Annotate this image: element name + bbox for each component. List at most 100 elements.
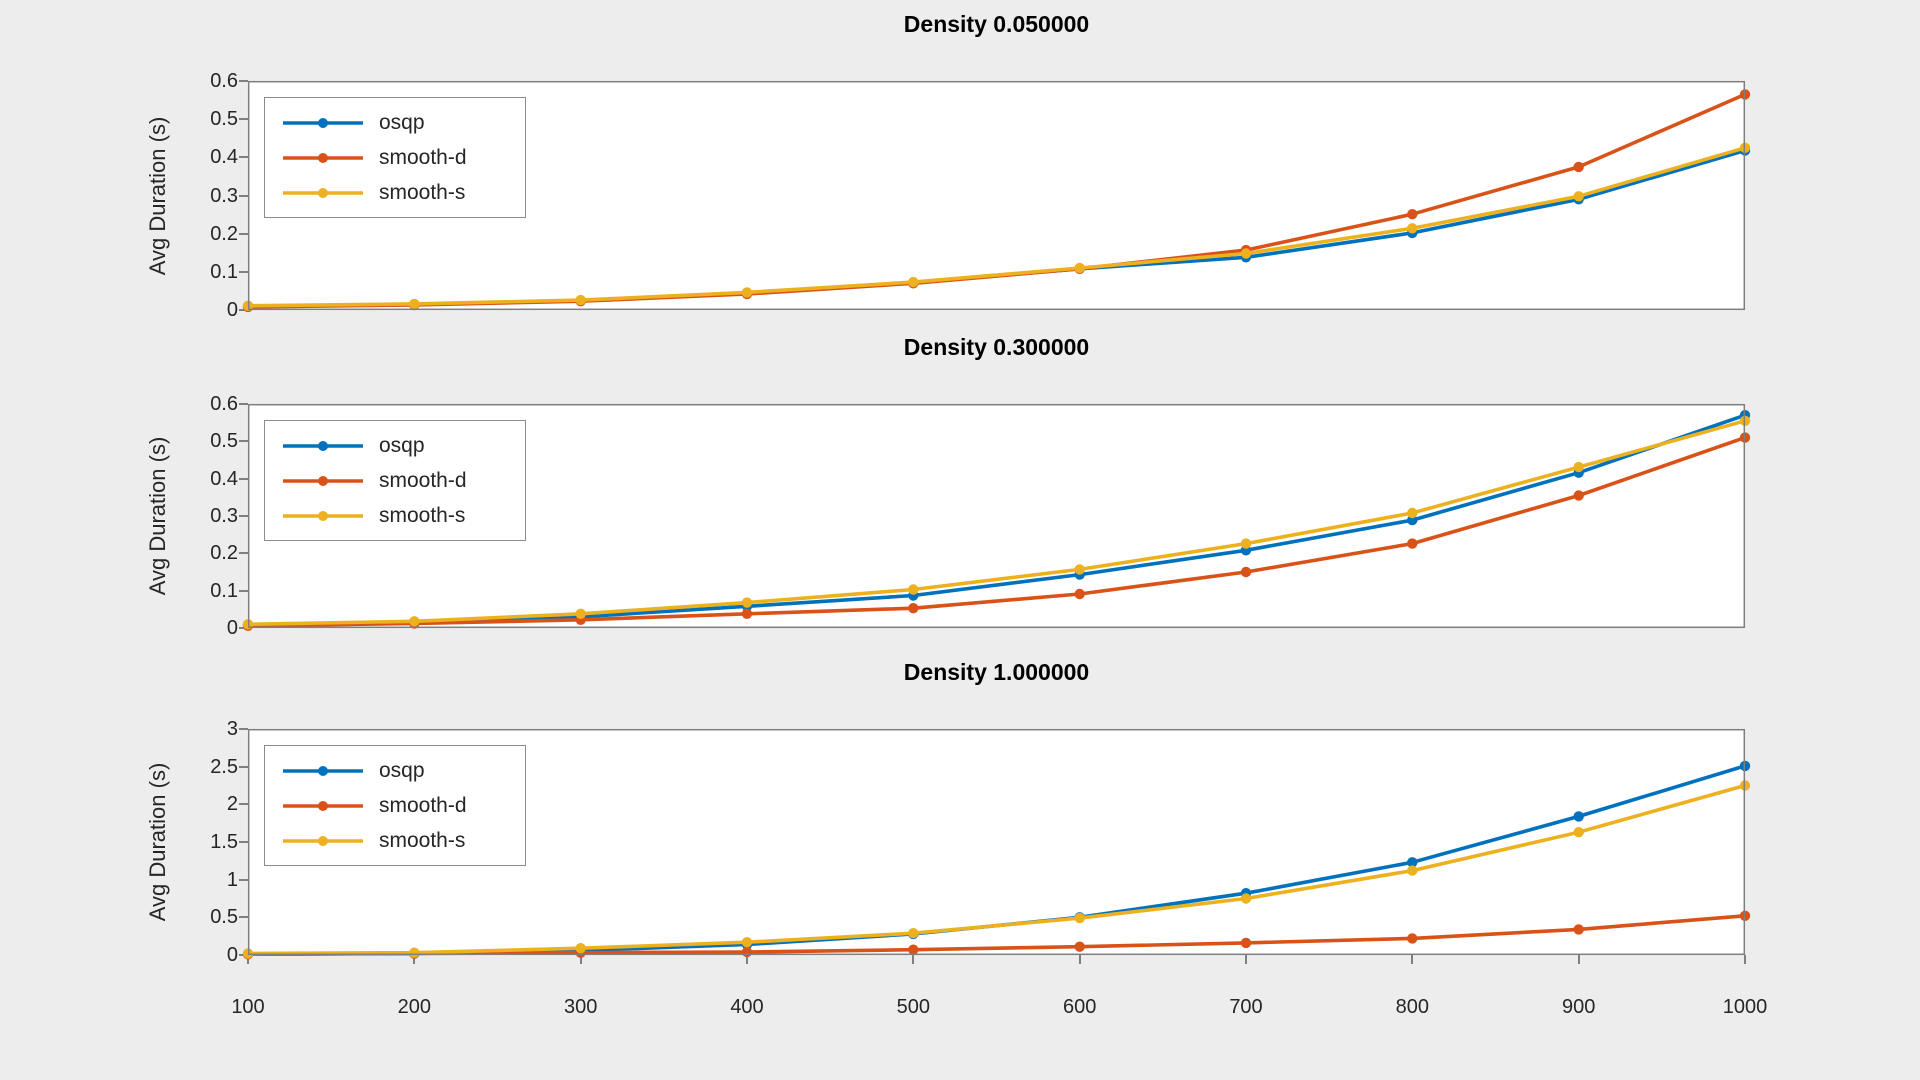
data-point-smooth-s [741,597,753,608]
legend-label: smooth-s [379,828,466,852]
series-line-smooth-d [247,914,1746,956]
y-tick-label: 0.3 [210,505,238,527]
x-tick-mark [1744,955,1746,964]
data-point-smooth-d [741,608,753,619]
data-point-smooth-s [575,608,586,619]
y-tick-mark [239,765,248,768]
data-point-smooth-s [1240,248,1252,259]
legend: osqp smooth-d smooth-s [264,420,526,541]
data-point-smooth-s [908,276,919,288]
data-point-smooth-s [575,294,586,306]
data-point-smooth-d [1407,933,1418,944]
chart-title: Density 0.300000 [903,334,1090,360]
data-point-smooth-s [409,616,420,627]
y-tick-mark [239,477,248,480]
data-point-osqp [1573,811,1584,822]
legend-entry-osqp: osqp [281,428,525,463]
y-tick-mark [239,80,248,82]
series-line-smooth-d [247,435,1746,628]
legend-label: osqp [379,110,425,134]
legend-entry-smooth-s: smooth-s [281,498,525,533]
x-tick-mark [413,955,416,964]
legend-swatch-osqp [283,440,363,451]
x-tick-mark [1411,955,1414,964]
legend-label: osqp [379,758,425,782]
legend-marker [318,440,328,451]
y-tick-mark [239,232,248,235]
data-point-smooth-s [1074,564,1085,575]
data-point-smooth-s [908,928,919,939]
y-tick-label: 3 [226,718,238,740]
legend-marker [318,835,328,846]
data-point-smooth-d [1240,937,1252,949]
y-tick-label: 1 [226,868,238,891]
data-point-smooth-d [1074,588,1085,600]
y-tick-mark [239,841,248,843]
data-point-smooth-d [1573,161,1584,173]
data-point-smooth-s [409,947,420,958]
x-tick-label: 400 [730,996,764,1018]
x-tick-mark [1577,955,1580,964]
x-tick-label: 200 [397,996,432,1018]
legend-swatch-smooth-s [283,510,363,521]
x-tick-label: 600 [1062,996,1097,1018]
legend-entry-smooth-d: smooth-d [281,463,525,498]
legend-swatch-smooth-s [283,187,363,198]
y-tick-label: 0.1 [210,260,238,283]
legend-entry-smooth-d: smooth-d [281,140,525,175]
y-tick-mark [239,728,248,730]
data-point-smooth-s [741,287,753,298]
data-point-smooth-d [1407,209,1418,220]
y-tick-label: 0.4 [210,146,238,169]
y-tick-mark [239,916,248,919]
data-point-smooth-d [908,603,919,614]
legend-marker [318,187,328,198]
y-tick-label: 0.4 [210,467,238,490]
axes-box [247,728,1746,956]
chart-title: Density 0.050000 [903,11,1090,37]
legend-swatch-osqp [283,117,363,128]
data-point-osqp [1407,857,1418,868]
y-tick-label: 0 [226,299,238,321]
legend-marker [318,475,328,486]
y-tick-label: 0.5 [210,108,238,131]
x-tick-label: 1000 [1722,996,1768,1018]
x-tick-mark [912,955,915,964]
y-tick-mark [239,552,248,555]
y-tick-mark [239,156,248,159]
legend-label: smooth-d [379,145,467,169]
data-point-smooth-d [908,944,919,955]
series-line-osqp [247,413,1746,627]
y-tick-label: 0 [226,617,238,639]
legend-entry-smooth-d: smooth-d [281,788,525,823]
data-point-smooth-s [1074,262,1085,274]
y-tick-mark [239,403,248,405]
x-tick-label: 900 [1561,996,1596,1018]
x-tick-label: 700 [1229,996,1263,1018]
legend-marker [318,765,328,776]
x-tick-mark [746,955,748,964]
chart-title: Density 1.000000 [903,659,1090,685]
y-tick-label: 0.1 [210,579,238,602]
y-tick-mark [239,309,248,311]
y-tick-label: 0.5 [210,906,238,929]
y-tick-label: 1.5 [210,831,238,853]
data-point-smooth-s [1573,461,1584,473]
legend-entry-smooth-s: smooth-s [281,823,525,858]
y-tick-label: 0.2 [210,542,238,565]
legend-swatch-smooth-d [283,475,363,486]
data-point-smooth-d [1240,566,1252,578]
x-tick-mark [1245,955,1247,964]
legend-swatch-osqp [283,765,363,776]
legend-entry-smooth-s: smooth-s [281,175,525,210]
legend-marker [318,510,328,521]
legend-marker [318,800,328,811]
x-tick-mark [1078,955,1081,964]
data-point-smooth-d [741,946,753,958]
y-tick-label: 0.2 [210,222,238,245]
x-tick-label: 500 [896,996,931,1018]
legend-label: osqp [379,433,425,457]
y-tick-label: 0.6 [210,393,238,415]
data-point-smooth-s [575,943,586,954]
legend: osqp smooth-d smooth-s [264,745,526,866]
